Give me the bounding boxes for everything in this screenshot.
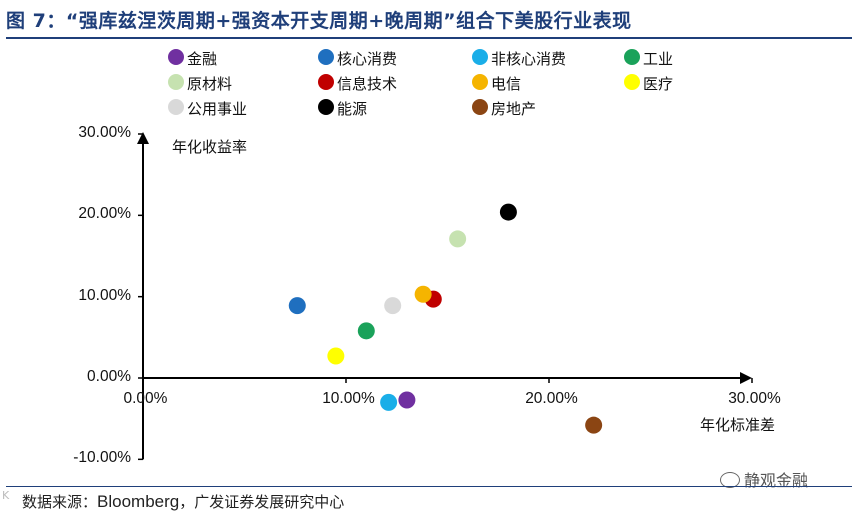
data-point bbox=[398, 391, 416, 409]
legend-label: 公用事业 bbox=[187, 100, 248, 118]
legend-label: 信息技术 bbox=[337, 75, 398, 93]
data-point bbox=[288, 297, 306, 315]
title-bar: 图 7：“强库兹涅茨周期+强资本开支周期+晚周期”组合下美股行业表现 bbox=[6, 4, 852, 39]
legend-swatch bbox=[318, 49, 334, 65]
data-point bbox=[585, 416, 603, 434]
y-axis-arrow bbox=[137, 132, 149, 144]
y-tick-label: 0.00% bbox=[87, 368, 131, 385]
x-tick-label: 30.00% bbox=[728, 390, 781, 407]
legend-label: 核心消费 bbox=[337, 50, 398, 68]
source-vendor: Bloomberg bbox=[97, 492, 180, 511]
data-point bbox=[499, 203, 517, 221]
data-point bbox=[414, 285, 432, 303]
legend-label: 金融 bbox=[187, 50, 218, 68]
x-tick-label: 10.00% bbox=[322, 390, 375, 407]
legend-swatch bbox=[472, 99, 488, 115]
legend-label: 工业 bbox=[643, 50, 674, 68]
legend-swatch bbox=[624, 49, 640, 65]
title-divider bbox=[6, 37, 852, 39]
watermark-text: 静观金融 bbox=[744, 471, 809, 490]
source-prefix: 数据来源： bbox=[22, 493, 98, 511]
legend-swatch bbox=[168, 74, 184, 90]
footer-divider bbox=[6, 486, 852, 487]
y-tick-label: -10.00% bbox=[73, 449, 131, 467]
legend-swatch bbox=[472, 49, 488, 65]
legend-label: 能源 bbox=[337, 100, 368, 118]
y-tick-label: 30.00% bbox=[78, 124, 131, 141]
source-note: 数据来源：Bloomberg，广发证券发展研究中心 bbox=[22, 491, 344, 512]
legend-label: 房地产 bbox=[491, 100, 537, 118]
legend-swatch bbox=[624, 74, 640, 90]
x-axis-title: 年化标准差 bbox=[700, 416, 776, 434]
legend-swatch bbox=[318, 99, 334, 115]
legend-label: 原材料 bbox=[187, 75, 233, 93]
page-title: 图 7：“强库兹涅茨周期+强资本开支周期+晚周期”组合下美股行业表现 bbox=[6, 10, 632, 32]
legend-swatch bbox=[318, 74, 334, 90]
legend-swatch bbox=[168, 99, 184, 115]
legend-label: 医疗 bbox=[643, 75, 674, 93]
x-axis-arrow bbox=[740, 372, 752, 384]
y-tick-label: 20.00% bbox=[78, 205, 131, 223]
x-tick-label: 20.00% bbox=[525, 390, 578, 407]
data-point bbox=[449, 230, 467, 248]
data-point bbox=[357, 322, 375, 340]
legend-label: 非核心消费 bbox=[491, 50, 567, 68]
y-axis-title: 年化收益率 bbox=[172, 138, 248, 156]
data-point bbox=[384, 297, 402, 315]
legend-label: 电信 bbox=[491, 75, 522, 93]
watermark: 静观金融 bbox=[720, 467, 808, 491]
wechat-icon bbox=[720, 472, 740, 488]
legend-swatch bbox=[472, 74, 488, 90]
y-tick-label: 10.00% bbox=[78, 286, 131, 304]
source-suffix: ，广发证券发展研究中心 bbox=[179, 493, 345, 511]
data-point bbox=[327, 347, 345, 365]
data-point bbox=[380, 393, 398, 411]
legend-swatch bbox=[168, 49, 184, 65]
corner-watermark: K bbox=[2, 489, 10, 502]
x-tick-label: 0.00% bbox=[123, 390, 168, 407]
